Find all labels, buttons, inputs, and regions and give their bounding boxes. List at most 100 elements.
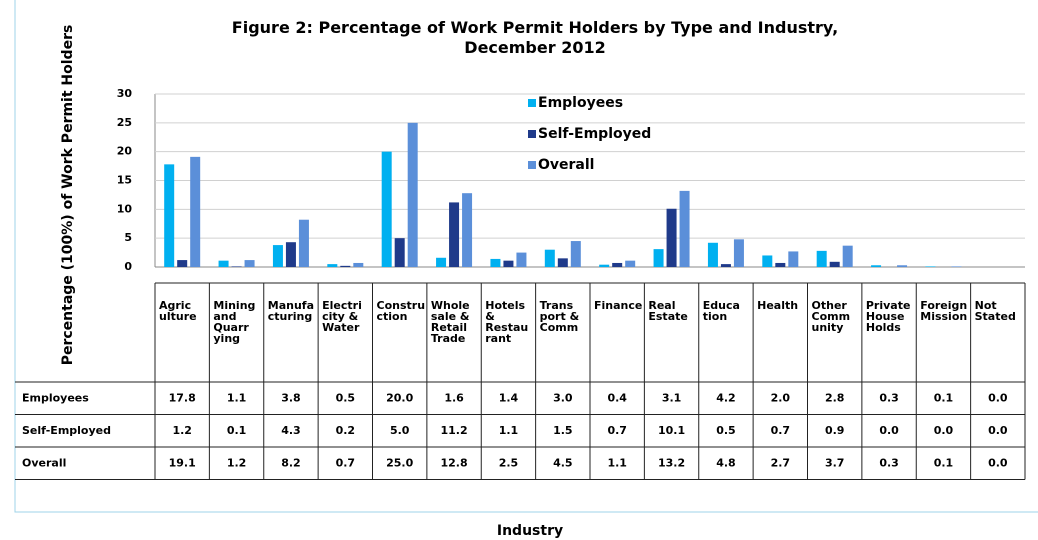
bar — [353, 262, 364, 267]
table-value: 4.3 — [281, 424, 301, 437]
table-value: 1.1 — [499, 424, 519, 437]
bar — [679, 190, 690, 267]
table-value: 11.2 — [440, 424, 467, 437]
category-label: Electri city & Water — [322, 299, 362, 334]
x-axis-label: Industry — [497, 523, 563, 539]
table-value: 0.0 — [934, 424, 954, 437]
bar — [394, 238, 405, 267]
bar — [218, 260, 229, 267]
legend-label: Employees — [538, 95, 623, 111]
table-value: 17.8 — [169, 391, 196, 404]
table-value: 0.0 — [988, 424, 1008, 437]
bar — [244, 260, 255, 267]
category-label: Health — [757, 299, 799, 312]
table-value: 1.6 — [444, 391, 464, 404]
row-header: Employees — [22, 391, 89, 404]
table-value: 0.7 — [336, 456, 356, 469]
category-label: Constru ction — [376, 299, 426, 323]
table-value: 0.0 — [988, 391, 1008, 404]
table-value: 0.2 — [336, 424, 356, 437]
table-value: 0.0 — [879, 424, 899, 437]
bar — [298, 219, 309, 267]
y-tick-label: 30 — [117, 87, 133, 100]
table-value: 2.0 — [771, 391, 791, 404]
table-value: 1.1 — [227, 391, 247, 404]
table-value: 4.2 — [716, 391, 736, 404]
legend-label: Overall — [538, 157, 594, 173]
bar — [599, 264, 610, 267]
category-label: Trans port & Comm — [539, 299, 580, 334]
legend-swatch — [528, 99, 536, 107]
bar — [557, 258, 568, 267]
bar — [407, 122, 418, 267]
table-value: 0.5 — [336, 391, 356, 404]
table-value: 1.2 — [172, 424, 192, 437]
bar — [653, 249, 664, 267]
category-label: Agric ulture — [159, 299, 197, 323]
category-label: Educa tion — [702, 299, 740, 323]
table-value: 1.4 — [499, 391, 519, 404]
table-value: 0.5 — [716, 424, 736, 437]
legend-swatch — [528, 161, 536, 169]
table-value: 4.5 — [553, 456, 573, 469]
y-axis-label: Percentage (100%) of Work Permit Holders — [60, 25, 76, 366]
table-value: 0.7 — [607, 424, 627, 437]
y-tick-label: 20 — [117, 145, 133, 158]
table-value: 2.5 — [499, 456, 519, 469]
bar — [897, 265, 908, 267]
bar — [925, 266, 936, 267]
legend-label: Self-Employed — [538, 126, 651, 142]
y-tick-label: 15 — [117, 174, 132, 187]
bar — [285, 242, 296, 267]
category-label: Mining and Quarr ying — [213, 299, 256, 345]
bar — [231, 266, 242, 267]
bar — [490, 258, 501, 267]
chart-title: Figure 2: Percentage of Work Permit Hold… — [231, 18, 839, 57]
table-value: 2.7 — [771, 456, 791, 469]
bar — [516, 252, 527, 267]
table-value: 1.5 — [553, 424, 573, 437]
table-value: 12.8 — [440, 456, 467, 469]
bar — [544, 249, 555, 267]
row-header: Self-Employed — [22, 424, 111, 437]
bar — [190, 156, 201, 267]
bar — [788, 251, 799, 267]
table-value: 25.0 — [386, 456, 413, 469]
table-value: 1.1 — [607, 456, 627, 469]
table-value: 8.2 — [281, 456, 301, 469]
bar — [381, 151, 392, 267]
category-label: Whole sale & Retail Trade — [430, 299, 470, 345]
category-label: Private House Holds — [865, 299, 911, 334]
category-label: Real Estate — [648, 299, 688, 323]
bar — [177, 260, 188, 267]
bar — [570, 241, 581, 267]
table-value: 13.2 — [658, 456, 685, 469]
bar — [816, 250, 827, 267]
table-value: 0.1 — [934, 391, 954, 404]
bar — [164, 164, 175, 267]
bar — [775, 262, 786, 267]
table-value: 10.1 — [658, 424, 685, 437]
bar — [503, 260, 514, 267]
category-label: Other Comm unity — [811, 299, 851, 334]
bar — [449, 202, 460, 267]
y-tick-label: 10 — [117, 202, 133, 215]
table-value: 3.0 — [553, 391, 573, 404]
bar — [612, 262, 623, 267]
row-header: Overall — [22, 456, 66, 469]
table-value: 4.8 — [716, 456, 736, 469]
table-value: 0.1 — [934, 456, 954, 469]
y-tick-label: 25 — [117, 116, 132, 129]
table-value: 19.1 — [169, 456, 196, 469]
y-tick-label: 0 — [124, 260, 132, 273]
table-value: 0.9 — [825, 424, 845, 437]
bar — [436, 257, 447, 267]
bar — [762, 255, 773, 267]
bar — [272, 245, 283, 267]
bar — [720, 264, 731, 267]
category-label: Manufa cturing — [267, 299, 314, 323]
bar — [340, 265, 351, 267]
y-tick-label: 5 — [124, 231, 132, 244]
bar — [666, 208, 677, 267]
